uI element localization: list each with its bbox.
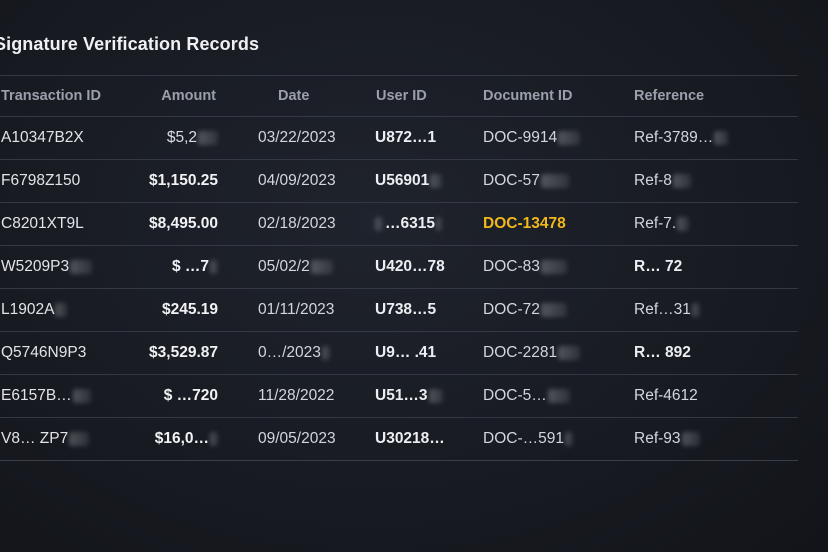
document-id-cell: DOC-…591 — [483, 418, 573, 460]
redaction-blur — [558, 131, 581, 145]
amount-cell: $8,495.00 — [149, 215, 218, 232]
amount-cell: $ …7 — [106, 246, 218, 288]
date-cell: 04/09/2023 — [258, 172, 336, 189]
redaction-blur — [714, 131, 729, 145]
reference-cell: Ref…31 — [634, 289, 700, 331]
table-row[interactable]: C8201XT9L $8,495.00 02/18/2023 …6315 DOC… — [0, 203, 798, 246]
transaction-id-cell: W5209P3 — [1, 246, 93, 288]
date-cell: 05/02/2 — [258, 246, 333, 288]
redaction-blur — [691, 303, 700, 317]
user-id-cell: U420…78 — [375, 258, 445, 275]
date-cell: 0…/2023 — [258, 332, 330, 374]
redaction-blur — [547, 389, 570, 403]
user-id-cell: U30218… — [375, 430, 445, 447]
user-id-cell: U872…1 — [375, 129, 437, 146]
reference-cell: Ref-7. — [634, 203, 690, 245]
date-cell: 03/22/2023 — [258, 129, 336, 146]
transaction-id-cell: C8201XT9L — [1, 215, 84, 232]
table-header: Transaction ID Amount Date User ID Docum… — [0, 75, 798, 117]
col-header-user-id[interactable]: User ID — [376, 88, 427, 104]
redaction-blur — [540, 260, 567, 274]
date-cell: 01/11/2023 — [258, 301, 335, 318]
document-id-cell: DOC-2281 — [483, 332, 581, 374]
date-cell: 11/28/2022 — [258, 387, 335, 404]
redaction-blur — [321, 346, 330, 360]
transaction-id-cell: F6798Z150 — [1, 172, 81, 189]
table-row[interactable]: L1902A $245.19 01/11/2023 U738…5 DOC-72 … — [0, 289, 798, 332]
reference-cell: Ref-3789… — [634, 117, 729, 159]
document-id-cell: DOC-72 — [483, 289, 567, 331]
redaction-blur — [540, 303, 567, 317]
date-cell: 02/18/2023 — [258, 215, 336, 232]
redaction-blur — [55, 303, 68, 317]
redaction-blur — [210, 260, 218, 274]
col-header-document-id[interactable]: Document ID — [483, 88, 573, 104]
table-row[interactable]: W5209P3 $ …7 05/02/2 U420…78 DOC-83 R… 7… — [0, 246, 798, 289]
redaction-blur — [672, 174, 691, 188]
reference-cell: R… 72 — [634, 258, 683, 275]
document-id-cell: DOC-5… — [483, 375, 570, 417]
amount-cell: $1,150.25 — [149, 172, 218, 189]
reference-cell: R… 892 — [634, 344, 691, 361]
table-row[interactable]: A10347B2X $5,2 03/22/2023 U872…1 DOC-991… — [0, 117, 798, 160]
transaction-id-cell: E6157B… — [1, 375, 91, 417]
highlighted-document-id[interactable]: DOC-13478 — [483, 215, 566, 232]
document-id-cell: DOC-57 — [483, 160, 569, 202]
amount-cell: $3,529.87 — [149, 344, 218, 361]
redaction-blur — [198, 131, 218, 145]
reference-cell: Ref-4612 — [634, 387, 698, 404]
redaction-blur — [210, 432, 218, 446]
redaction-blur — [428, 389, 443, 403]
redaction-blur — [677, 217, 690, 231]
user-id-cell: U56901 — [375, 160, 443, 202]
reference-cell: Ref-93 — [634, 418, 700, 460]
amount-cell: $ …720 — [163, 387, 218, 404]
amount-cell: $16,0… — [106, 418, 218, 460]
redaction-blur — [70, 260, 93, 274]
table-row[interactable]: F6798Z150 $1,150.25 04/09/2023 U56901 DO… — [0, 160, 798, 203]
document-id-cell: DOC-13478 — [483, 203, 566, 245]
user-id-cell: U9… .41 — [375, 344, 437, 361]
records-table: Transaction ID Amount Date User ID Docum… — [0, 75, 798, 461]
page-title: Signature Verification Records — [0, 34, 260, 54]
transaction-id-cell: A10347B2X — [1, 129, 84, 146]
redaction-blur — [558, 346, 581, 360]
table-row[interactable]: E6157B… $ …720 11/28/2022 U51…3 DOC-5… R… — [0, 375, 798, 418]
col-header-transaction-id[interactable]: Transaction ID — [1, 88, 101, 104]
redaction-blur — [681, 432, 700, 446]
amount-cell: $245.19 — [161, 301, 218, 318]
amount-cell: $5,2 — [106, 117, 218, 159]
redaction-blur — [310, 260, 333, 274]
table-row[interactable]: V8… ZP7 $16,0… 09/05/2023 U30218… DOC-…5… — [0, 418, 798, 461]
col-header-reference[interactable]: Reference — [634, 88, 705, 104]
redaction-blur — [72, 389, 91, 403]
table-row[interactable]: Q5746N9P3 $3,529.87 0…/2023 U9… .41 DOC-… — [0, 332, 798, 375]
col-header-date[interactable]: Date — [278, 88, 310, 104]
date-cell: 09/05/2023 — [258, 430, 336, 447]
redaction-blur — [375, 217, 383, 231]
col-header-amount[interactable]: Amount — [161, 88, 216, 104]
transaction-id-cell: V8… ZP7 — [1, 418, 90, 460]
redaction-blur — [435, 217, 442, 231]
document-id-cell: DOC-83 — [483, 246, 567, 288]
user-id-cell: U51…3 — [375, 375, 443, 417]
redaction-blur — [564, 432, 573, 446]
reference-cell: Ref-8 — [634, 160, 691, 202]
transaction-id-cell: L1902A — [1, 289, 68, 331]
redaction-blur — [540, 174, 569, 188]
transaction-id-cell: Q5746N9P3 — [1, 344, 87, 361]
user-id-cell: …6315 — [375, 203, 442, 245]
redaction-blur — [430, 174, 443, 188]
document-id-cell: DOC-9914 — [483, 117, 581, 159]
user-id-cell: U738…5 — [375, 301, 437, 318]
redaction-blur — [69, 432, 90, 446]
